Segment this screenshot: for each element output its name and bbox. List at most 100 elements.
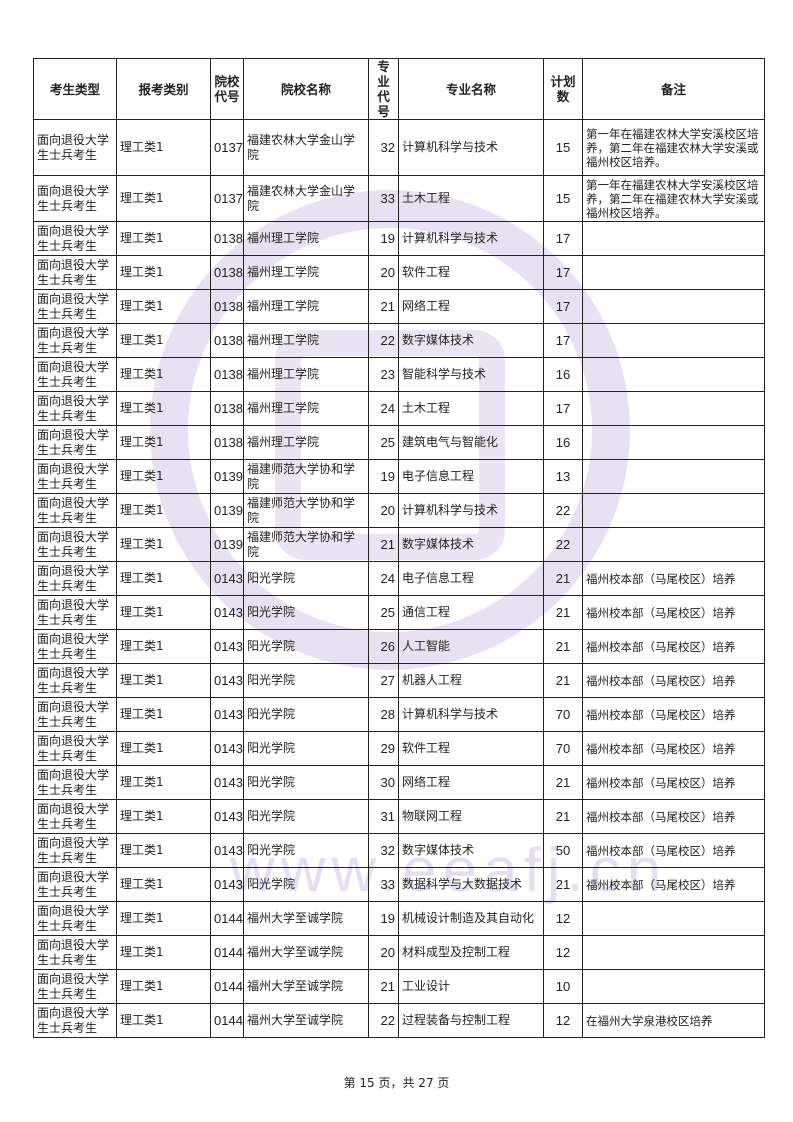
remark-cell [582,969,765,1004]
column-header: 院校名称 [243,58,369,120]
school-code-cell: 0138 [210,289,244,324]
category-cell: 理工类1 [116,175,211,222]
school-name-cell: 阳光学院 [243,595,369,630]
school-name-cell: 阳光学院 [243,663,369,698]
school-name-cell: 福州大学至诚学院 [243,935,369,970]
candidate-type-cell: 面向退役大学生士兵考生 [33,629,117,664]
school-name-cell: 阳光学院 [243,765,369,800]
remark-cell [582,289,765,324]
school-name-cell: 福州理工学院 [243,391,369,426]
candidate-type-cell: 面向退役大学生士兵考生 [33,595,117,630]
plan-count-cell: 70 [543,731,583,766]
school-name-cell: 阳光学院 [243,867,369,902]
candidate-type-cell: 面向退役大学生士兵考生 [33,459,117,494]
column-header: 计划数 [543,58,583,120]
table-row: 面向退役大学生士兵考生 理工类1 0143 阳光学院 31 物联网工程 21 福州校本部（马尾… [33,799,765,834]
major-code-cell: 32 [368,119,399,176]
major-name-cell: 材料成型及控制工程 [398,935,544,970]
remark-cell [582,901,765,936]
remark-cell: 福州校本部（马尾校区）培养 [582,663,765,698]
category-cell: 理工类1 [116,799,211,834]
candidate-type-cell: 面向退役大学生士兵考生 [33,255,117,290]
remark-cell [582,391,765,426]
table-row: 面向退役大学生士兵考生 理工类1 0143 阳光学院 29 软件工程 70 福州校本部（马尾校… [33,731,765,766]
major-code-cell: 22 [368,1003,399,1038]
column-header: 专业名称 [398,58,544,120]
plan-count-cell: 12 [543,1003,583,1038]
category-cell: 理工类1 [116,255,211,290]
category-cell: 理工类1 [116,901,211,936]
major-code-cell: 22 [368,323,399,358]
major-name-cell: 电子信息工程 [398,561,544,596]
major-name-cell: 计算机科学与技术 [398,697,544,732]
school-code-cell: 0144 [210,1003,244,1038]
remark-cell: 福州校本部（马尾校区）培养 [582,867,765,902]
school-code-cell: 0143 [210,833,244,868]
category-cell: 理工类1 [116,595,211,630]
major-code-cell: 28 [368,697,399,732]
table-row: 面向退役大学生士兵考生 理工类1 0139 福建师范大学协和学院 20 计算机科学与技术 2… [33,493,765,528]
remark-cell [582,935,765,970]
category-cell: 理工类1 [116,221,211,256]
remark-cell: 在福州大学泉港校区培养 [582,1003,765,1038]
major-name-cell: 物联网工程 [398,799,544,834]
major-code-cell: 24 [368,391,399,426]
table-row: 面向退役大学生士兵考生 理工类1 0144 福州大学至诚学院 22 过程装备与控制工程 12… [33,1003,765,1038]
school-code-cell: 0138 [210,391,244,426]
column-header: 院校代号 [210,58,244,120]
category-cell: 理工类1 [116,629,211,664]
major-code-cell: 19 [368,459,399,494]
table-row: 面向退役大学生士兵考生 理工类1 0138 福州理工学院 19 计算机科学与技术 17 [33,221,765,256]
plan-count-cell: 21 [543,663,583,698]
school-code-cell: 0143 [210,765,244,800]
school-name-cell: 福建师范大学协和学院 [243,527,369,562]
remark-cell [582,459,765,494]
major-code-cell: 27 [368,663,399,698]
table-row: 面向退役大学生士兵考生 理工类1 0143 阳光学院 24 电子信息工程 21 福州校本部（马… [33,561,765,596]
major-code-cell: 29 [368,731,399,766]
major-name-cell: 数字媒体技术 [398,527,544,562]
major-code-cell: 31 [368,799,399,834]
school-code-cell: 0143 [210,663,244,698]
remark-cell: 第一年在福建农林大学安溪校区培养，第二年在福建农林大学安溪或福州校区培养。 [582,175,765,222]
major-name-cell: 计算机科学与技术 [398,119,544,176]
category-cell: 理工类1 [116,459,211,494]
table-row: 面向退役大学生士兵考生 理工类1 0144 福州大学至诚学院 21 工业设计 10 [33,969,765,1004]
remark-cell [582,493,765,528]
candidate-type-cell: 面向退役大学生士兵考生 [33,799,117,834]
plan-count-cell: 12 [543,935,583,970]
school-name-cell: 福州理工学院 [243,425,369,460]
school-code-cell: 0144 [210,901,244,936]
major-code-cell: 21 [368,527,399,562]
category-cell: 理工类1 [116,357,211,392]
major-code-cell: 25 [368,595,399,630]
remark-cell [582,255,765,290]
school-code-cell: 0143 [210,697,244,732]
major-code-cell: 26 [368,629,399,664]
school-name-cell: 阳光学院 [243,799,369,834]
category-cell: 理工类1 [116,289,211,324]
table-row: 面向退役大学生士兵考生 理工类1 0143 阳光学院 30 网络工程 21 福州校本部（马尾校… [33,765,765,800]
table-row: 面向退役大学生士兵考生 理工类1 0138 福州理工学院 20 软件工程 17 [33,255,765,290]
plan-count-cell: 12 [543,901,583,936]
school-code-cell: 0143 [210,629,244,664]
category-cell: 理工类1 [116,425,211,460]
remark-cell: 福州校本部（马尾校区）培养 [582,595,765,630]
column-header: 备注 [582,58,765,120]
major-name-cell: 过程装备与控制工程 [398,1003,544,1038]
plan-count-cell: 16 [543,357,583,392]
school-name-cell: 福建农林大学金山学院 [243,175,369,222]
candidate-type-cell: 面向退役大学生士兵考生 [33,175,117,222]
table-row: 面向退役大学生士兵考生 理工类1 0138 福州理工学院 23 智能科学与技术 16 [33,357,765,392]
table-row: 面向退役大学生士兵考生 理工类1 0144 福州大学至诚学院 20 材料成型及控制工程 12 [33,935,765,970]
school-name-cell: 阳光学院 [243,697,369,732]
major-code-cell: 19 [368,221,399,256]
candidate-type-cell: 面向退役大学生士兵考生 [33,221,117,256]
major-name-cell: 人工智能 [398,629,544,664]
school-name-cell: 福建师范大学协和学院 [243,493,369,528]
plan-count-cell: 17 [543,323,583,358]
plan-count-cell: 10 [543,969,583,1004]
category-cell: 理工类1 [116,493,211,528]
school-code-cell: 0137 [210,175,244,222]
table-row: 面向退役大学生士兵考生 理工类1 0138 福州理工学院 22 数字媒体技术 17 [33,323,765,358]
